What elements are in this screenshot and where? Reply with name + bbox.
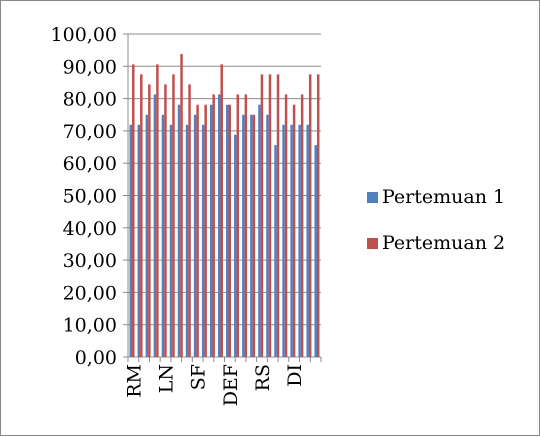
y-tick-label: 30,00 bbox=[63, 250, 117, 272]
x-tick-label: LN bbox=[156, 364, 178, 393]
y-tick-label: 20,00 bbox=[63, 282, 117, 304]
bar-series-1 bbox=[201, 124, 205, 357]
bar-series-2 bbox=[268, 74, 272, 357]
x-tick-label: RS bbox=[252, 364, 274, 391]
y-tick-label: 70,00 bbox=[63, 121, 117, 143]
bar-series-1 bbox=[145, 114, 149, 357]
bar-series-1 bbox=[153, 94, 157, 357]
y-tick-label: 100,00 bbox=[51, 24, 117, 46]
gridlines bbox=[128, 33, 321, 326]
bar-series-2 bbox=[284, 94, 288, 357]
bar-series-1 bbox=[217, 94, 221, 357]
bar-series-2 bbox=[132, 64, 135, 357]
legend: Pertemuan 1 Pertemuan 2 bbox=[367, 186, 506, 279]
bar-series-2 bbox=[212, 94, 215, 357]
x-tick-label: DEF bbox=[220, 364, 242, 406]
bar-series-2 bbox=[156, 64, 159, 357]
y-tick-label: 50,00 bbox=[63, 186, 117, 208]
bar-series-2 bbox=[292, 104, 296, 357]
bar-series-2 bbox=[308, 74, 312, 357]
bar-series-1 bbox=[129, 124, 133, 357]
bar-series-1 bbox=[242, 114, 245, 357]
bar-series-2 bbox=[180, 54, 183, 357]
bar-series-2 bbox=[276, 74, 280, 357]
bar-series-1 bbox=[258, 104, 261, 357]
bar-series-2 bbox=[260, 74, 264, 357]
bar-series-1 bbox=[298, 124, 301, 357]
bar-series-2 bbox=[204, 104, 207, 357]
bar-series-2 bbox=[164, 84, 167, 357]
bar-series-1 bbox=[177, 104, 181, 357]
bar-series-1 bbox=[250, 114, 253, 357]
bar-series-1 bbox=[282, 124, 285, 357]
bar-series-2 bbox=[244, 94, 248, 357]
bar-series-1 bbox=[234, 134, 237, 357]
y-tick-label: 80,00 bbox=[63, 89, 117, 111]
bar-series-2 bbox=[140, 74, 143, 357]
axes bbox=[123, 33, 322, 362]
bar-series-1 bbox=[306, 124, 309, 357]
legend-swatch-series-2 bbox=[367, 237, 378, 249]
bar-series-1 bbox=[185, 124, 189, 357]
bar-series-2 bbox=[148, 84, 151, 357]
legend-swatch-series-1 bbox=[367, 191, 378, 203]
bar-series-1 bbox=[137, 124, 141, 357]
x-tick-label: DI bbox=[284, 364, 306, 387]
x-tick-label: RM bbox=[123, 364, 145, 398]
bar-series-1 bbox=[161, 114, 165, 357]
bar-series-2 bbox=[300, 94, 304, 357]
bar-series-1 bbox=[314, 145, 317, 357]
bar-series-1 bbox=[290, 124, 293, 357]
x-axis-tick-labels: RM LN SF DEF RS DI bbox=[123, 364, 306, 406]
legend-label-series-1: Pertemuan 1 bbox=[382, 186, 506, 208]
y-tick-label: 90,00 bbox=[63, 56, 117, 78]
bars bbox=[129, 54, 320, 357]
bar-series-1 bbox=[193, 114, 197, 357]
y-tick-label: 40,00 bbox=[63, 218, 117, 240]
y-tick-label: 60,00 bbox=[63, 153, 117, 175]
bar-series-1 bbox=[209, 104, 213, 357]
bar-series-2 bbox=[316, 74, 320, 357]
legend-item-series-1: Pertemuan 1 bbox=[367, 186, 506, 208]
bar-series-2 bbox=[220, 64, 223, 357]
legend-item-series-2: Pertemuan 2 bbox=[367, 232, 506, 254]
bar-series-1 bbox=[274, 145, 277, 357]
y-axis-tick-labels: 0,00 10,00 20,00 30,00 40,00 50,00 60,00 70,00 8… bbox=[51, 24, 117, 369]
bar-series-2 bbox=[252, 114, 256, 357]
bar-series-1 bbox=[266, 114, 269, 357]
y-tick-label: 10,00 bbox=[63, 315, 117, 337]
bar-series-2 bbox=[228, 104, 232, 357]
bar-series-2 bbox=[236, 94, 240, 357]
bar-series-1 bbox=[226, 104, 229, 357]
bar-series-2 bbox=[188, 84, 191, 357]
bar-series-1 bbox=[169, 124, 173, 357]
bar-series-2 bbox=[196, 104, 199, 357]
y-tick-label: 0,00 bbox=[75, 347, 117, 369]
x-tick-label: SF bbox=[188, 364, 210, 390]
bar-series-2 bbox=[172, 74, 175, 357]
legend-label-series-2: Pertemuan 2 bbox=[382, 232, 506, 254]
